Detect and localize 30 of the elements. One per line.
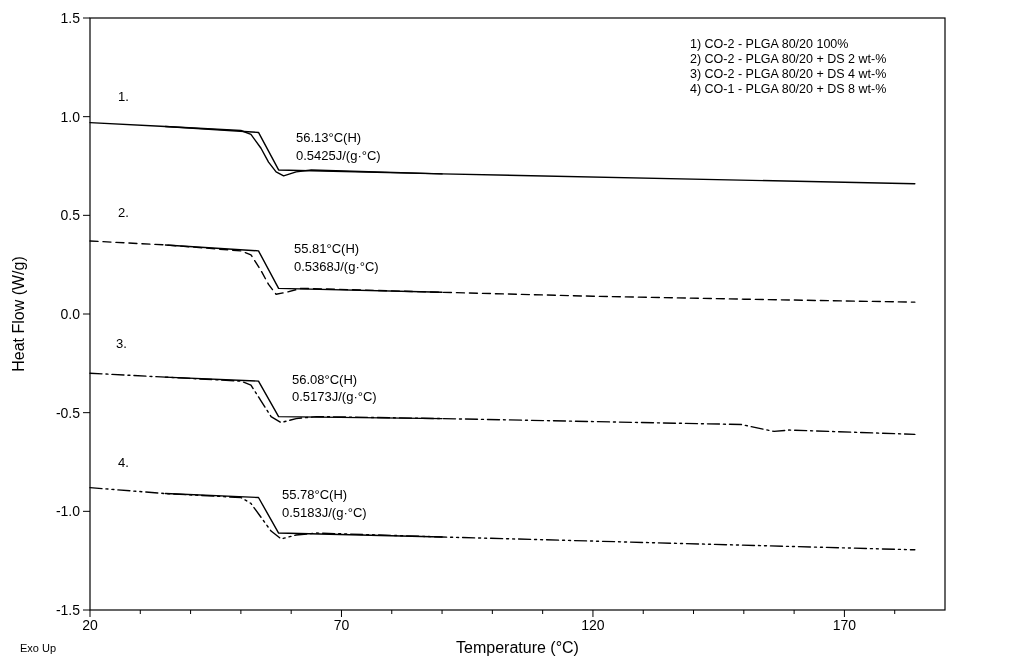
annotation: 0.5173J/(g·°C) bbox=[292, 389, 377, 404]
annotation: 3) CO-2 - PLGA 80/20 + DS 4 wt-% bbox=[690, 67, 887, 81]
annotation: 0.5425J/(g·°C) bbox=[296, 148, 381, 163]
x-tick-label: 20 bbox=[82, 617, 98, 633]
x-tick-label: 70 bbox=[333, 617, 350, 633]
annotation: 55.78°C(H) bbox=[282, 487, 348, 502]
annotation: 1. bbox=[118, 89, 129, 104]
y-tick-label: 0.0 bbox=[60, 306, 81, 322]
annotation: 1) CO-2 - PLGA 80/20 100% bbox=[690, 37, 849, 51]
text: Exo Up bbox=[20, 642, 57, 654]
y-tick-label: 1.5 bbox=[60, 10, 81, 26]
annotation: 2) CO-2 - PLGA 80/20 + DS 2 wt-% bbox=[690, 52, 887, 66]
annotation: 56.13°C(H) bbox=[296, 130, 362, 145]
annotation: 0.5368J/(g·°C) bbox=[294, 259, 379, 274]
y-tick-label: -1.0 bbox=[55, 503, 81, 520]
annotation: 56.08°C(H) bbox=[292, 372, 358, 387]
y-tick-label: -1.5 bbox=[55, 602, 81, 618]
annotation: 4) CO-1 - PLGA 80/20 + DS 8 wt-% bbox=[690, 82, 887, 96]
annotation: 2. bbox=[118, 205, 129, 220]
y-tick-label: 1.0 bbox=[60, 108, 81, 125]
annotation: 3. bbox=[116, 336, 127, 351]
y-axis-title: Heat Flow (W/g) bbox=[10, 256, 27, 372]
annotation: 0.5183J/(g·°C) bbox=[282, 505, 367, 520]
x-axis-title: Temperature (°C) bbox=[456, 639, 579, 656]
annotation: 55.81°C(H) bbox=[294, 241, 360, 256]
x-tick-label: 120 bbox=[581, 617, 605, 633]
x-tick-label: 170 bbox=[832, 617, 857, 633]
y-tick-label: -0.5 bbox=[55, 404, 81, 421]
y-tick-label: 0.5 bbox=[60, 207, 81, 224]
annotation: 4. bbox=[118, 455, 129, 470]
